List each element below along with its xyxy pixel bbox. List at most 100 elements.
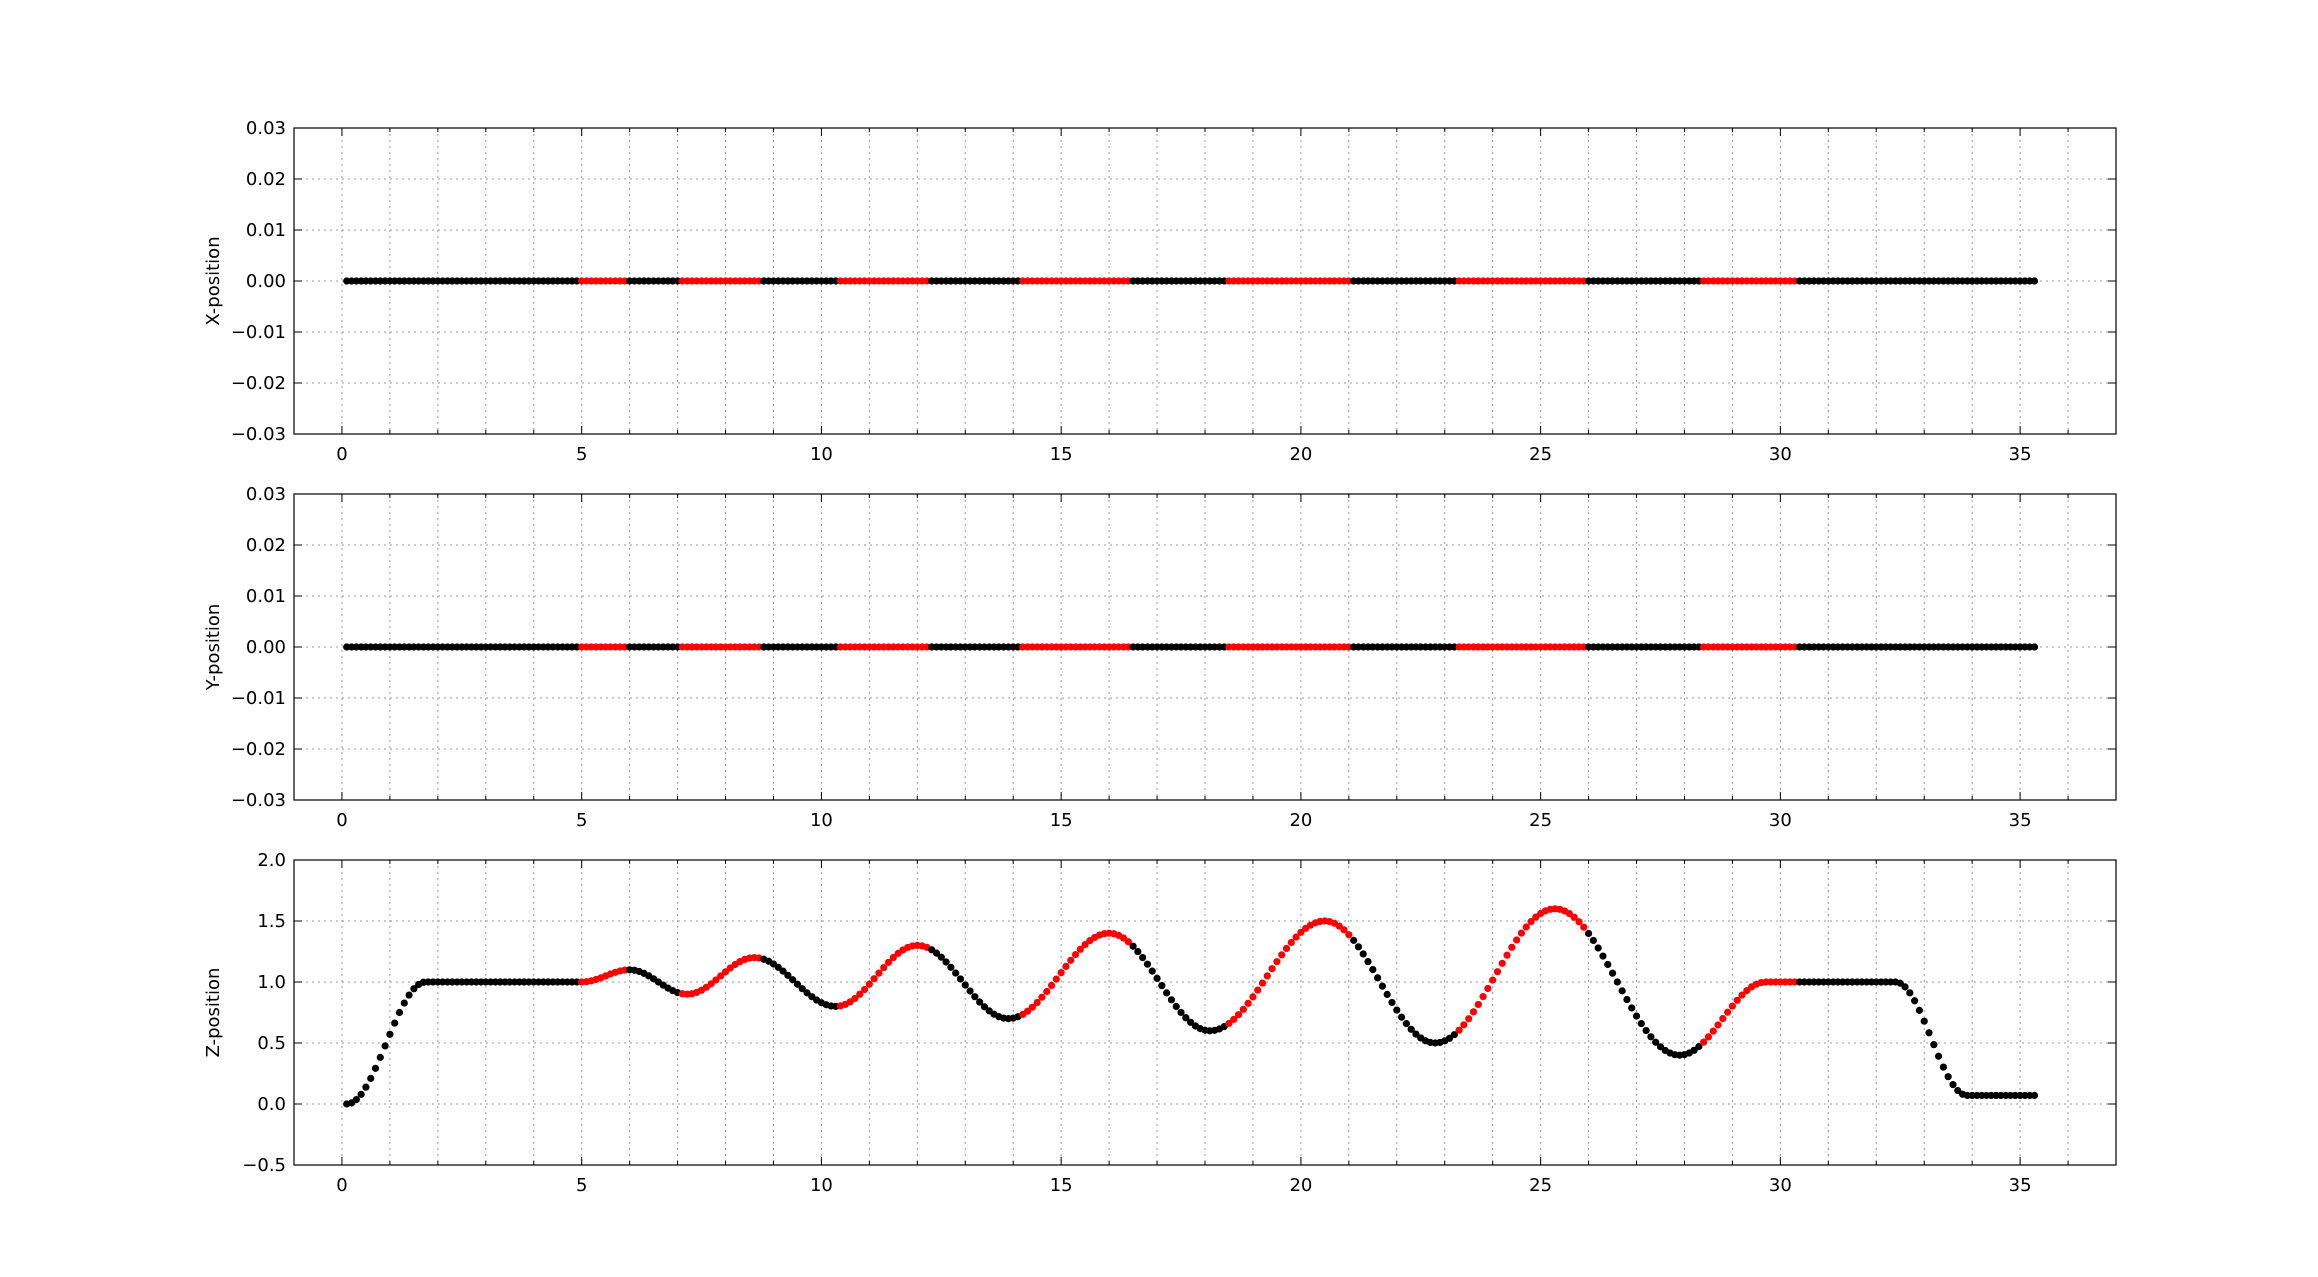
x-tick-label: 0: [336, 1175, 347, 1196]
data-point: [1407, 1025, 1415, 1033]
subplot-z-position: 0 5 10 15 20 25 30 35 −0.5 0.0 0.5 1.0 1.5 2.0 Z-pos…: [203, 850, 2117, 1196]
x-tick-label: 5: [576, 444, 587, 465]
data-point: [1287, 938, 1295, 947]
data-point: [1378, 982, 1387, 990]
y-tick-label: 0.00: [246, 271, 286, 292]
data-point: [1944, 1073, 1952, 1081]
data-point: [1503, 951, 1511, 959]
y-tick-label: 0.02: [246, 535, 286, 556]
data-point: [1263, 972, 1271, 980]
data-point: [1647, 1033, 1655, 1041]
data-point: [1081, 941, 1089, 949]
x-tick-label: 25: [1529, 810, 1552, 831]
data-point: [860, 985, 869, 994]
y-tick-label: −0.01: [231, 688, 286, 709]
data-point: [1911, 997, 1919, 1005]
data-point: [1076, 945, 1084, 953]
data-point: [1604, 960, 1612, 969]
x-tick-label: 30: [1769, 1175, 1792, 1196]
y-tick-label: −0.02: [231, 373, 286, 394]
data-point: [1292, 933, 1300, 941]
x-tick-label: 30: [1769, 810, 1792, 831]
data-point: [1695, 1043, 1703, 1051]
data-point: [1460, 1021, 1468, 1029]
data-point: [1608, 969, 1617, 977]
x-tick-label: 5: [576, 810, 587, 831]
y-tick-labels: −0.03 −0.02 −0.01 0.00 0.01 0.02 0.03: [231, 118, 286, 445]
y-tick-label: −0.02: [231, 739, 286, 760]
x-tick-label: 10: [810, 810, 833, 831]
data-point: [1412, 1030, 1420, 1038]
data-point: [1052, 975, 1060, 983]
data-point: [1570, 913, 1578, 921]
data-point: [961, 981, 969, 989]
data-point: [1474, 1000, 1482, 1009]
data-point: [1374, 974, 1382, 982]
data-point: [1071, 950, 1080, 959]
data-point: [1278, 951, 1286, 959]
y-tick-label: −0.01: [231, 322, 286, 343]
x-tick-label: 35: [2009, 810, 2032, 831]
data-point: [2030, 643, 2039, 651]
data-point: [1469, 1008, 1478, 1016]
data-point: [1508, 943, 1516, 951]
data-point: [1901, 983, 1909, 991]
data-point: [1930, 1041, 1938, 1049]
x-tick-label: 20: [1289, 444, 1312, 465]
data-point: [1163, 989, 1171, 997]
data-point: [784, 971, 792, 979]
data-point: [1493, 968, 1502, 976]
y-tick-label: 0.00: [246, 637, 286, 658]
data-point: [793, 980, 802, 988]
data-point: [952, 969, 960, 977]
tick-marks: [293, 859, 2117, 1166]
data-point: [1359, 950, 1367, 958]
data-point: [1244, 999, 1252, 1007]
data-point: [1249, 993, 1257, 1001]
data-point: [1920, 1017, 1928, 1025]
data-point: [1134, 947, 1142, 956]
data-point: [1350, 936, 1358, 944]
data-point: [1167, 996, 1176, 1004]
y-tick-label: −0.5: [242, 1155, 286, 1176]
y-tick-label: 2.0: [257, 850, 286, 871]
data-point: [865, 980, 873, 988]
data-point: [1489, 976, 1497, 984]
x-tick-label: 0: [336, 810, 347, 831]
data-point: [1484, 984, 1492, 993]
data-point: [1383, 990, 1391, 999]
data-point: [1254, 986, 1262, 994]
data-point: [932, 949, 941, 957]
data-point: [1733, 996, 1741, 1004]
data-point: [798, 985, 806, 993]
data-points: [343, 643, 2039, 651]
grid-lines: [293, 859, 2117, 1166]
data-point: [1479, 993, 1487, 1001]
data-point: [1527, 918, 1535, 926]
x-tick-label: 5: [576, 1175, 587, 1196]
data-point: [1129, 942, 1137, 950]
data-point: [1642, 1026, 1650, 1035]
data-point: [1148, 967, 1156, 975]
subplot-x-position: 0 5 10 15 20 25 30 35 −0.03 −0.02 −0.01 0.00 0.01 0.…: [203, 118, 2117, 465]
data-point: [1584, 929, 1593, 938]
y-axis-label: Y-position: [203, 604, 224, 692]
data-point: [774, 963, 782, 971]
data-point: [362, 1083, 370, 1091]
data-point: [1915, 1006, 1924, 1014]
data-point: [1704, 1033, 1713, 1041]
x-tick-label: 15: [1050, 810, 1073, 831]
data-point: [1057, 969, 1065, 977]
data-point: [1498, 959, 1506, 967]
tick-marks: [293, 127, 2117, 435]
data-point: [1575, 918, 1583, 926]
data-point: [1513, 936, 1521, 944]
data-point: [851, 994, 859, 1003]
data-point: [1714, 1021, 1722, 1029]
data-point: [942, 958, 950, 966]
data-point: [1522, 923, 1530, 931]
data-point: [371, 1064, 380, 1072]
data-point: [1700, 1038, 1708, 1046]
data-point: [1628, 1004, 1636, 1012]
y-tick-label: 0.02: [246, 169, 286, 190]
